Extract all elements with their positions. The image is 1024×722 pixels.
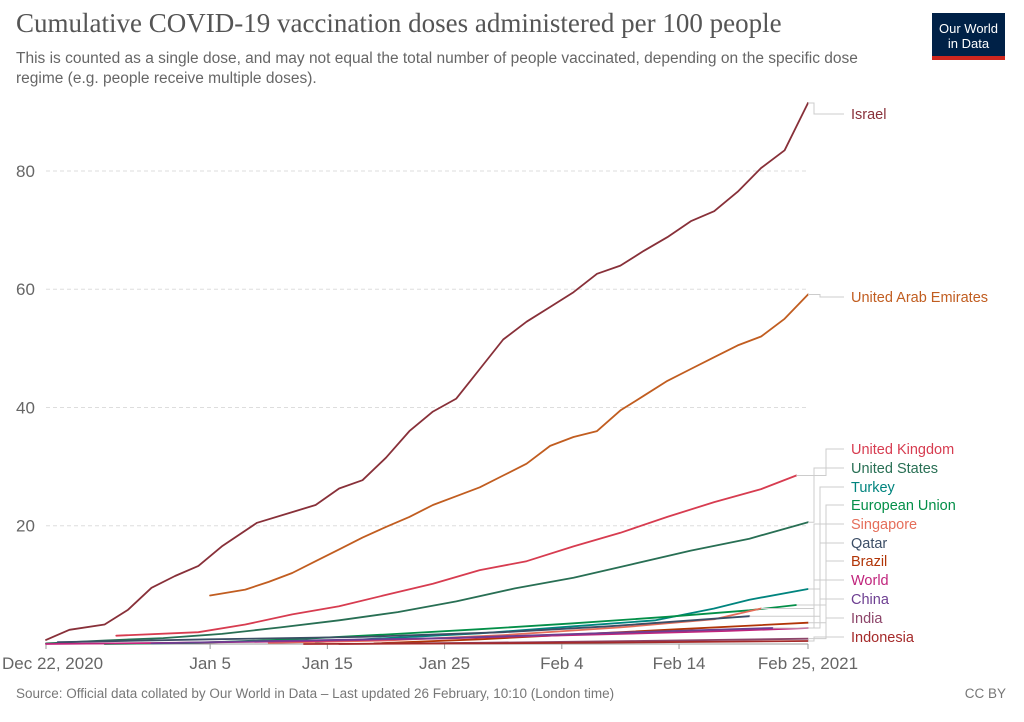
gridlines — [46, 170, 808, 527]
series-labels: Israel United Arab Emirates United Kingdom… — [749, 102, 988, 646]
series-line — [302, 640, 809, 645]
source-note: Source: Official data collated by Our Wo… — [16, 686, 615, 701]
x-axis: Dec 22, 2020 Jan 5 Jan 15 Jan 25 Feb 4 Feb 14… — [2, 643, 858, 673]
label-connector — [808, 617, 844, 640]
y-tick-label: 40 — [16, 398, 35, 417]
series-label: United Kingdom — [851, 442, 954, 458]
label-connector — [808, 560, 844, 624]
x-tick-label: Jan 5 — [189, 654, 231, 673]
series-label: United Arab Emirates — [851, 290, 988, 306]
y-tick-label: 20 — [16, 517, 35, 536]
y-axis-ticks: 20 40 60 80 — [16, 162, 35, 536]
label-connector — [808, 636, 844, 642]
chart-subtitle: This is counted as a single dose, and ma… — [16, 50, 858, 87]
label-connector — [808, 102, 844, 115]
x-tick-label: Feb 14 — [653, 654, 706, 673]
label-connector — [772, 598, 844, 629]
series-label: India — [851, 611, 883, 627]
logo-line-1: Our World — [939, 21, 998, 36]
x-tick-label: Feb 25, 2021 — [758, 654, 858, 673]
label-connector — [808, 294, 844, 298]
series-line — [150, 627, 774, 645]
series-line — [314, 588, 809, 644]
license-link[interactable]: CC BY — [964, 686, 1006, 701]
series-line — [209, 293, 809, 597]
label-connector — [796, 504, 844, 606]
series-label: European Union — [851, 498, 956, 514]
series-lines — [45, 102, 809, 645]
series-label: Israel — [851, 107, 886, 123]
series-label: Qatar — [851, 536, 887, 552]
series-line — [115, 474, 798, 637]
series-label: Turkey — [851, 480, 896, 496]
chart-title: Cumulative COVID-19 vaccination doses ad… — [16, 8, 782, 38]
series-label: Indonesia — [851, 630, 915, 646]
series-line — [45, 102, 809, 641]
series-label: Singapore — [851, 517, 917, 533]
series-label: United States — [851, 461, 938, 477]
x-tick-label: Dec 22, 2020 — [2, 654, 103, 673]
y-tick-label: 60 — [16, 280, 35, 299]
series-label: World — [851, 573, 889, 589]
x-tick-label: Jan 25 — [419, 654, 470, 673]
label-connector — [808, 467, 844, 523]
logo-line-2: in Data — [947, 36, 990, 51]
x-tick-label: Feb 4 — [540, 654, 583, 673]
series-label: China — [851, 592, 890, 608]
label-connector — [761, 523, 844, 610]
x-tick-label: Jan 15 — [302, 654, 353, 673]
series-label: Brazil — [851, 554, 887, 570]
series-line — [45, 521, 809, 645]
y-tick-label: 80 — [16, 162, 35, 181]
label-connector — [796, 448, 844, 476]
series-line — [56, 615, 751, 644]
owid-logo[interactable]: Our World in Data — [932, 13, 1005, 60]
